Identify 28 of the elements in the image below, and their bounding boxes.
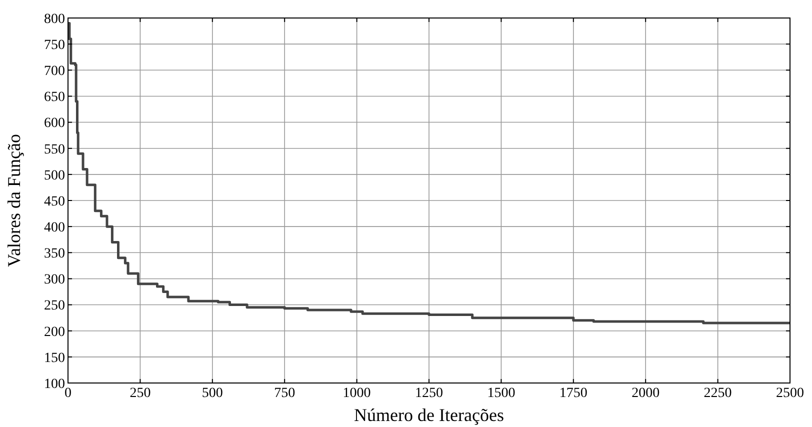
x-tick-label: 0: [64, 386, 72, 401]
x-tick-label: 1500: [487, 386, 516, 401]
y-tick-label: 800: [44, 12, 65, 27]
y-tick-label: 250: [44, 298, 65, 314]
y-tick-label: 600: [44, 116, 65, 132]
y-tick-label: 500: [44, 168, 65, 184]
x-tick-label: 1250: [415, 386, 443, 401]
y-tick-label: 550: [44, 142, 65, 158]
x-tick-label: 2500: [776, 386, 804, 401]
x-tick-label: 500: [202, 386, 223, 401]
y-tick-label: 100: [44, 376, 65, 392]
y-tick-label: 200: [44, 324, 65, 340]
y-tick-label: 150: [44, 350, 65, 366]
x-tick-label: 1750: [559, 386, 588, 401]
y-tick-label: 650: [44, 90, 65, 106]
x-axis-title: Número de Iterações: [354, 405, 504, 425]
x-tick-label: 2250: [704, 386, 732, 401]
y-tick-label: 700: [44, 64, 65, 80]
y-tick-label: 350: [44, 246, 65, 262]
x-tick-label: 750: [274, 386, 296, 401]
y-tick-label: 400: [44, 220, 65, 236]
x-tick-label: 250: [130, 386, 151, 401]
y-axis-title: Valores da Função: [4, 134, 24, 267]
x-tick-label: 2000: [632, 386, 660, 401]
y-tick-label: 300: [44, 272, 65, 288]
y-tick-label: 750: [44, 38, 65, 53]
y-tick-label: 450: [44, 194, 65, 210]
x-tick-label: 1000: [342, 386, 371, 401]
